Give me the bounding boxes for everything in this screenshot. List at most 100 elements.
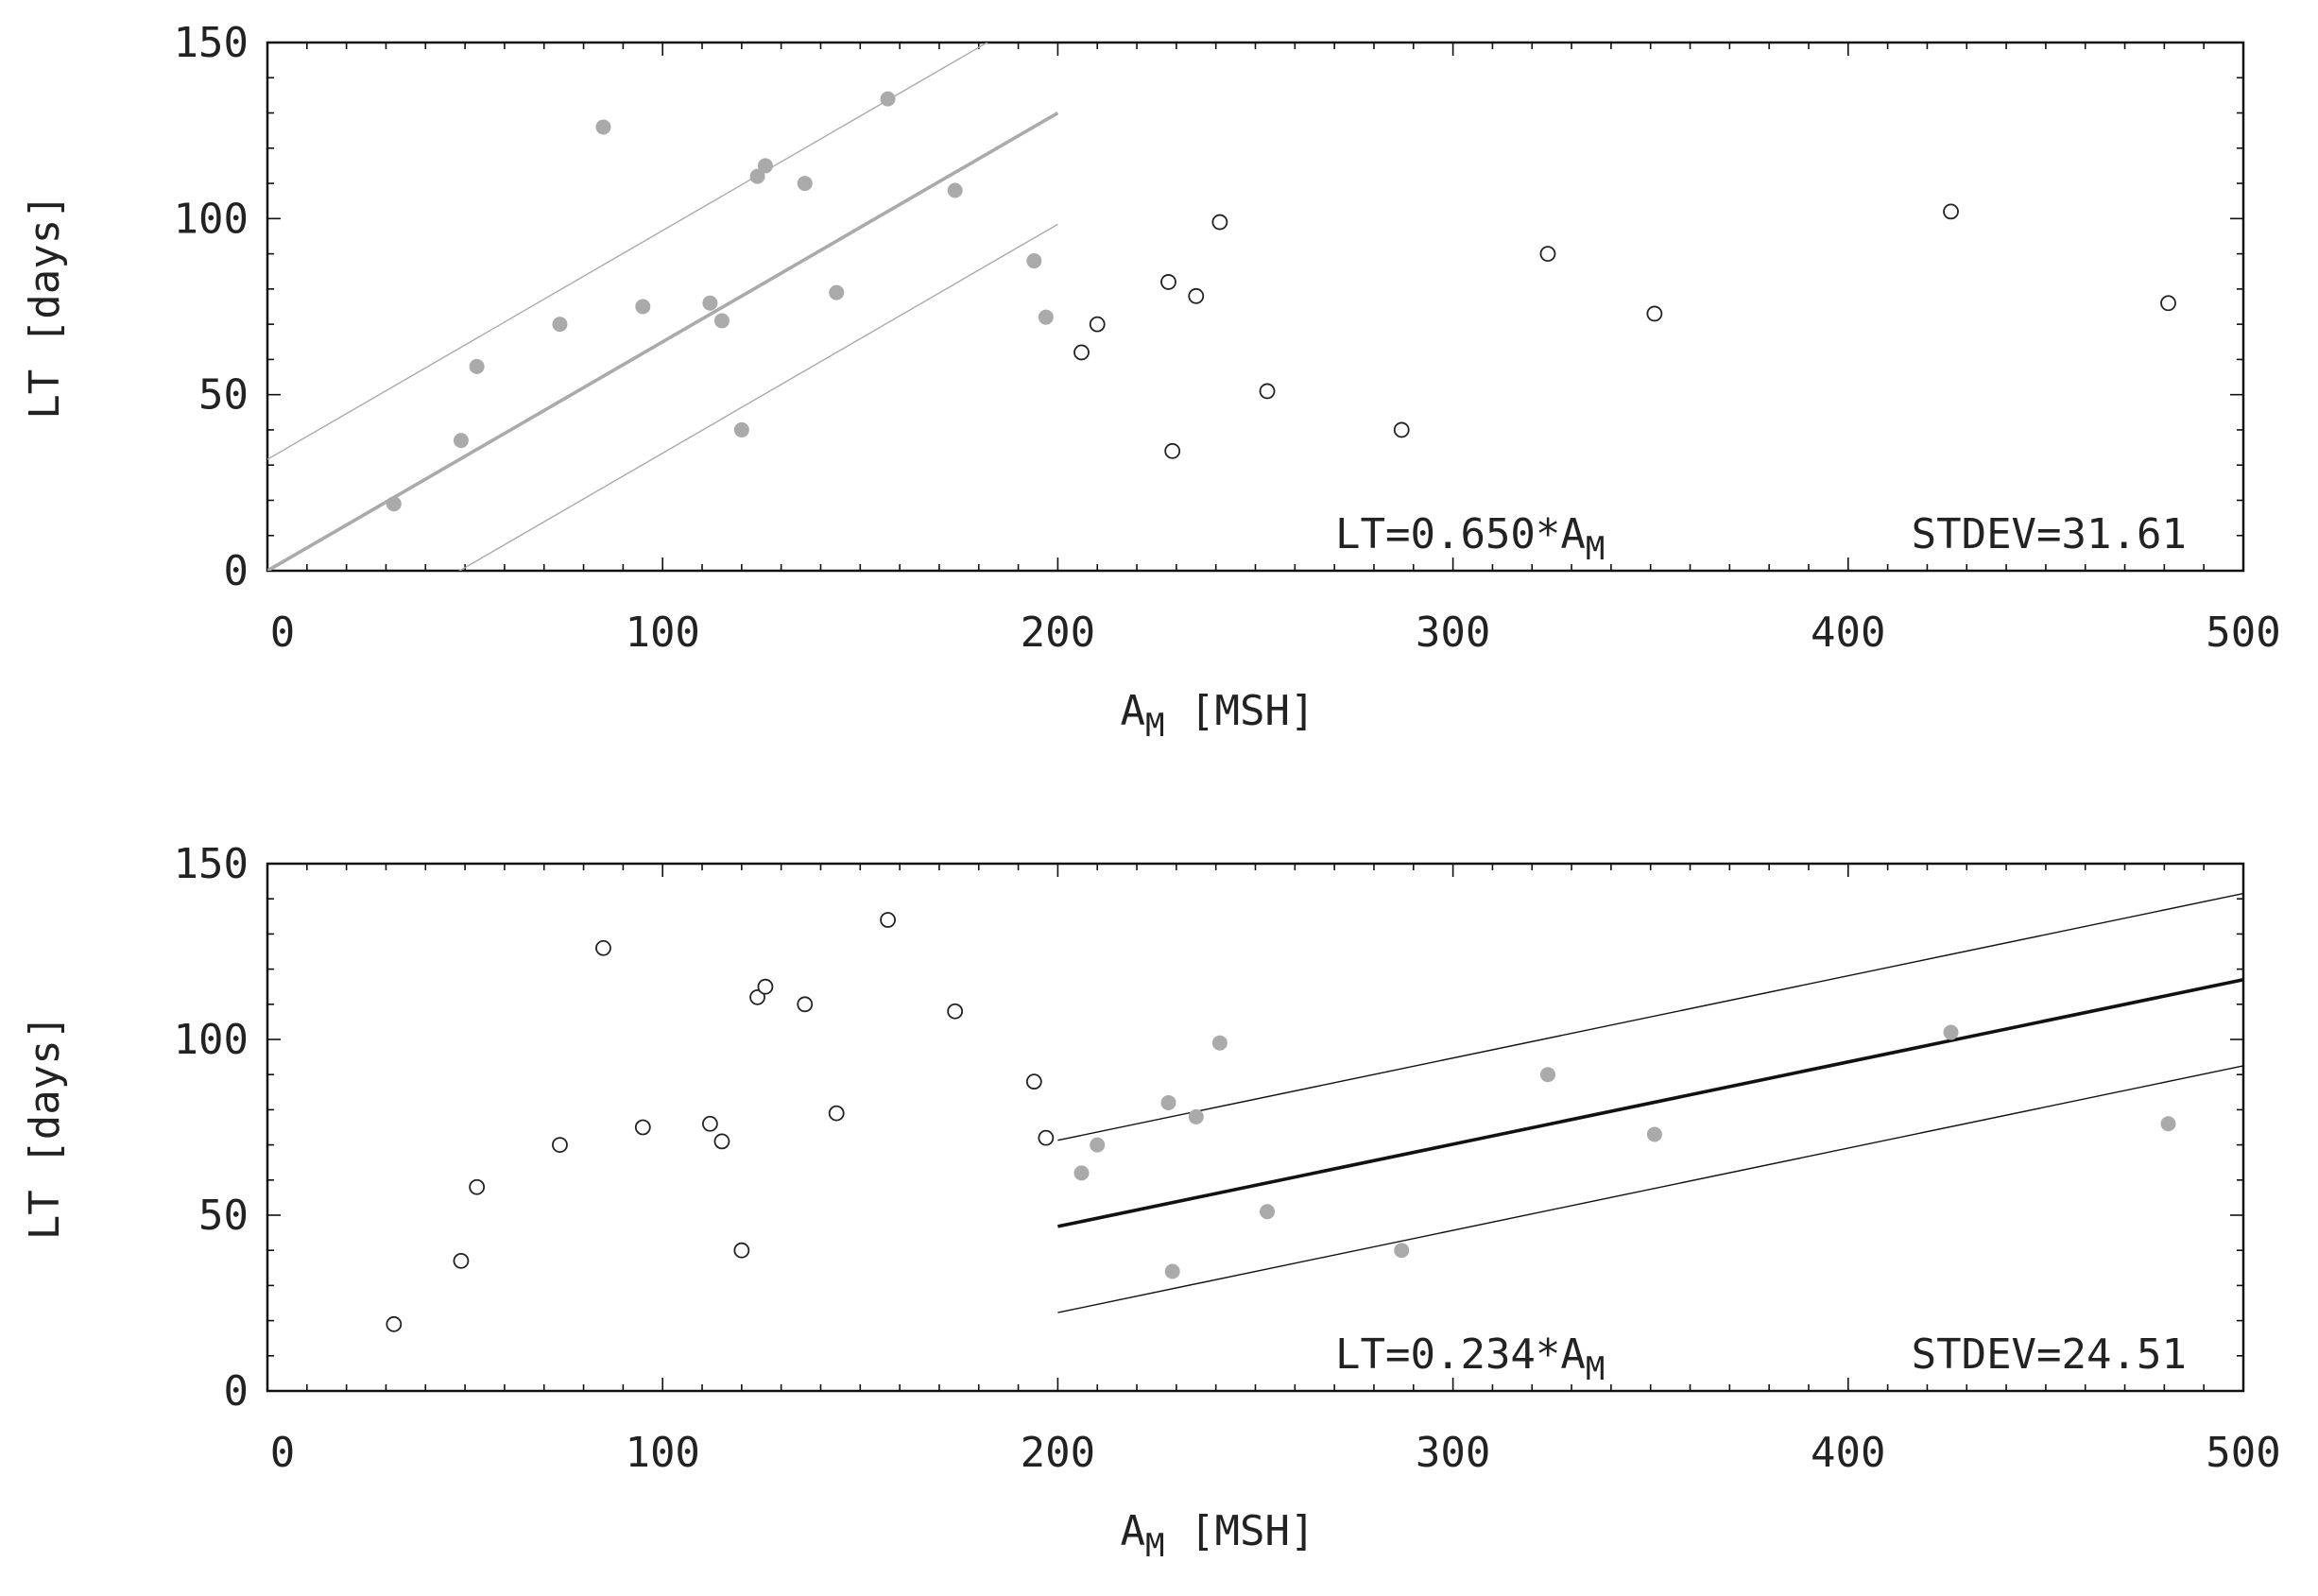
fitted-point: [733, 421, 749, 438]
open-point: [1164, 442, 1181, 459]
x-tick-label: 200: [1021, 1429, 1095, 1477]
x-tick-label: 300: [1416, 1429, 1490, 1477]
y-tick-label: 100: [174, 1016, 249, 1064]
fit-formula-annotation: LT=0.234*AM: [1335, 1330, 1605, 1388]
data-points: [386, 912, 2176, 1332]
open-point: [757, 978, 774, 995]
fit-formula-sub: M: [1586, 1350, 1605, 1388]
open-point: [1393, 421, 1410, 438]
fitted-point: [552, 317, 568, 333]
open-point: [880, 912, 896, 928]
x-tick-label: 200: [1021, 609, 1095, 657]
open-point: [2160, 295, 2176, 312]
x-tick-label: 500: [2206, 609, 2280, 657]
fitted-point: [797, 176, 813, 192]
data-points: [386, 91, 2176, 512]
fit-lines: [1057, 892, 2243, 1313]
open-point: [713, 1133, 730, 1150]
x-tick-label: 500: [2206, 1429, 2280, 1477]
x-tick-label: 0: [270, 609, 296, 657]
y-tick-label: 150: [174, 840, 249, 888]
y-tick-label: 0: [224, 1367, 249, 1416]
open-point: [386, 1315, 403, 1332]
y-tick-label: 150: [174, 19, 249, 67]
fitted-point: [1260, 1204, 1276, 1220]
open-point: [552, 1137, 568, 1153]
fit-formula-sub: M: [1586, 530, 1605, 568]
x-tick-label: 0: [270, 1429, 296, 1477]
open-point: [1539, 246, 1556, 263]
open-point: [1646, 305, 1663, 322]
fitted-point: [880, 91, 896, 107]
open-point: [1073, 344, 1090, 361]
open-point: [1943, 203, 1959, 220]
plot-frame: [266, 41, 2245, 573]
fitted-point: [1188, 1108, 1204, 1124]
fitted-point: [1160, 1094, 1176, 1110]
fitted-point: [635, 299, 651, 315]
fitted-point: [713, 313, 730, 329]
x-axis-title-sub: M: [1145, 1527, 1164, 1565]
fitted-point: [453, 433, 469, 449]
fit-formula-text: LT=0.234*A: [1335, 1330, 1586, 1379]
fit-band-upper: [267, 43, 989, 460]
x-axis-title-base: A: [1121, 687, 1146, 735]
fitted-point: [386, 496, 402, 512]
open-point: [595, 939, 611, 956]
y-tick-label: 100: [174, 195, 249, 243]
open-point: [1089, 316, 1106, 333]
fitted-point: [1539, 1067, 1555, 1083]
x-tick-label: 300: [1416, 609, 1490, 657]
fit-formula-annotation: LT=0.650*AM: [1335, 510, 1605, 568]
fit-band-lower: [457, 223, 1058, 571]
fit-line: [1057, 977, 2243, 1228]
fitted-point: [1943, 1024, 1959, 1040]
open-point: [1188, 287, 1205, 304]
open-point: [947, 1003, 964, 1020]
open-point: [733, 1242, 750, 1259]
open-point: [828, 1105, 845, 1122]
fitted-point: [947, 182, 963, 198]
open-point: [749, 988, 765, 1005]
fit-formula-text: LT=0.650*A: [1335, 510, 1586, 558]
open-point: [1038, 1129, 1055, 1146]
stdev-annotation: STDEV=31.61: [1912, 510, 2187, 558]
y-tick-label: 0: [224, 547, 249, 595]
fitted-point: [1211, 1035, 1228, 1051]
open-point: [453, 1252, 470, 1269]
x-tick-label: 400: [1811, 1429, 1885, 1477]
open-point: [701, 1115, 718, 1132]
y-axis-title: LT [days]: [21, 1015, 69, 1240]
open-point: [1259, 383, 1276, 400]
fitted-point: [749, 168, 765, 184]
open-point: [469, 1178, 486, 1195]
open-point: [1211, 214, 1228, 231]
open-point: [1025, 1073, 1042, 1090]
y-axis-title: LT [days]: [21, 194, 69, 419]
fitted-point: [1164, 1263, 1180, 1279]
open-point: [634, 1119, 651, 1136]
fitted-point: [1026, 253, 1042, 269]
x-axis-title-base: A: [1121, 1507, 1146, 1555]
fitted-point: [829, 284, 845, 300]
y-tick-label: 50: [198, 371, 249, 420]
fitted-point: [2160, 1116, 2176, 1132]
x-tick-label: 100: [625, 1429, 699, 1477]
x-axis-title-rest: [MSH]: [1165, 687, 1315, 735]
fitted-point: [1038, 309, 1054, 325]
fitted-point: [1073, 1165, 1090, 1181]
y-tick-label: 50: [198, 1192, 249, 1240]
fitted-point: [595, 119, 611, 135]
fitted-point: [1646, 1126, 1662, 1142]
fit-lines: [267, 43, 1059, 571]
fitted-point: [702, 295, 718, 311]
fit-line: [267, 111, 1059, 571]
fitted-point: [1090, 1137, 1106, 1153]
x-tick-label: 100: [625, 609, 699, 657]
fitted-point: [469, 358, 485, 374]
fit-band-lower: [1057, 1065, 2243, 1313]
x-axis-title: AM [MSH]: [1121, 687, 1315, 745]
fitted-point: [757, 158, 773, 174]
